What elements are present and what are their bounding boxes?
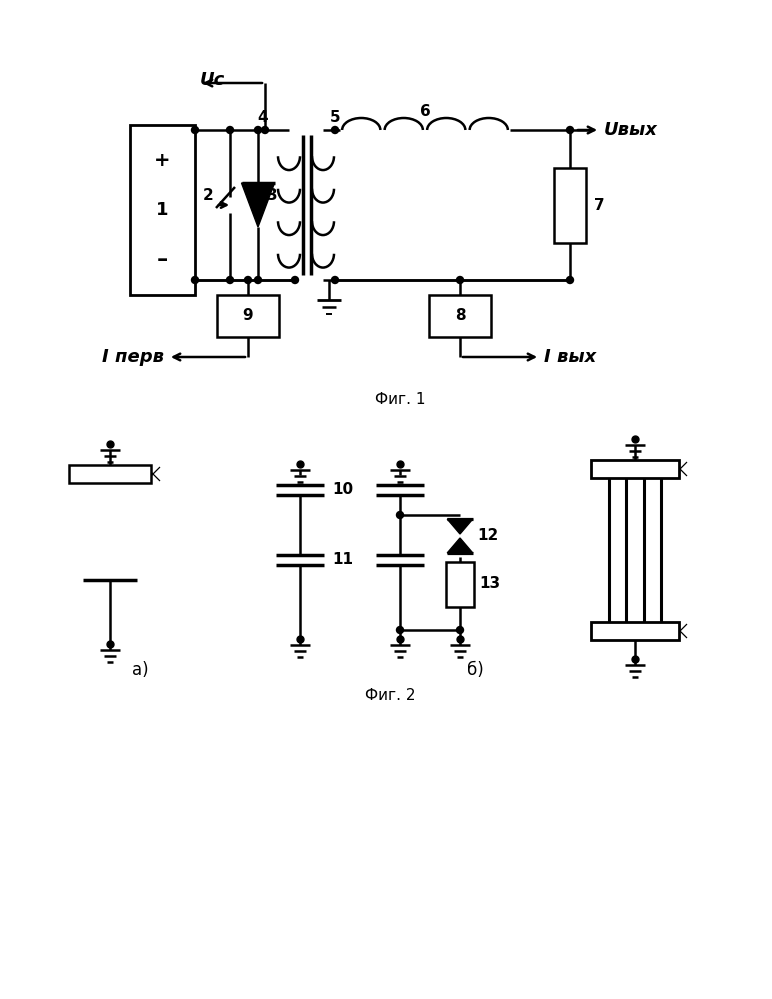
Text: а): а) [132,661,148,679]
Text: 10: 10 [332,483,353,498]
Text: 13: 13 [479,576,500,591]
Text: I вых: I вых [544,348,596,366]
Text: Фиг. 1: Фиг. 1 [374,393,425,408]
Bar [446,562,474,607]
Text: 1: 1 [156,201,169,219]
Bar [554,168,586,243]
Circle shape [397,511,404,518]
Circle shape [255,277,262,284]
Text: б): б) [466,661,483,679]
Circle shape [331,127,338,134]
Polygon shape [242,183,275,227]
Text: Uc: Uc [200,71,225,89]
Text: 9: 9 [242,309,253,324]
Circle shape [191,277,198,284]
Text: 5: 5 [330,111,340,126]
Circle shape [456,277,463,284]
Text: 11: 11 [332,552,353,567]
Text: 3: 3 [266,188,277,203]
Circle shape [191,127,198,134]
Circle shape [245,277,252,284]
Text: 7: 7 [594,198,604,213]
Circle shape [331,277,338,284]
Text: 6: 6 [420,105,430,120]
Text: Фиг. 2: Фиг. 2 [364,687,415,702]
Polygon shape [447,519,472,534]
Circle shape [567,127,574,134]
Text: Uвых: Uвых [604,121,658,139]
Text: +: + [154,151,171,170]
Polygon shape [447,538,472,553]
Text: 2: 2 [202,188,213,203]
Circle shape [226,127,233,134]
Circle shape [292,277,299,284]
Bar [130,125,195,295]
Bar [591,622,679,640]
Circle shape [456,626,463,633]
Bar [217,295,279,337]
Circle shape [262,127,269,134]
Text: 4: 4 [258,111,269,126]
Bar [591,460,679,478]
Circle shape [397,626,404,633]
Bar [69,465,151,483]
Text: 12: 12 [478,528,499,543]
Text: 8: 8 [455,309,466,324]
Circle shape [226,277,233,284]
Circle shape [255,127,262,134]
Text: –: – [157,250,168,270]
Bar [429,295,491,337]
Circle shape [567,277,574,284]
Text: I перв: I перв [102,348,164,366]
